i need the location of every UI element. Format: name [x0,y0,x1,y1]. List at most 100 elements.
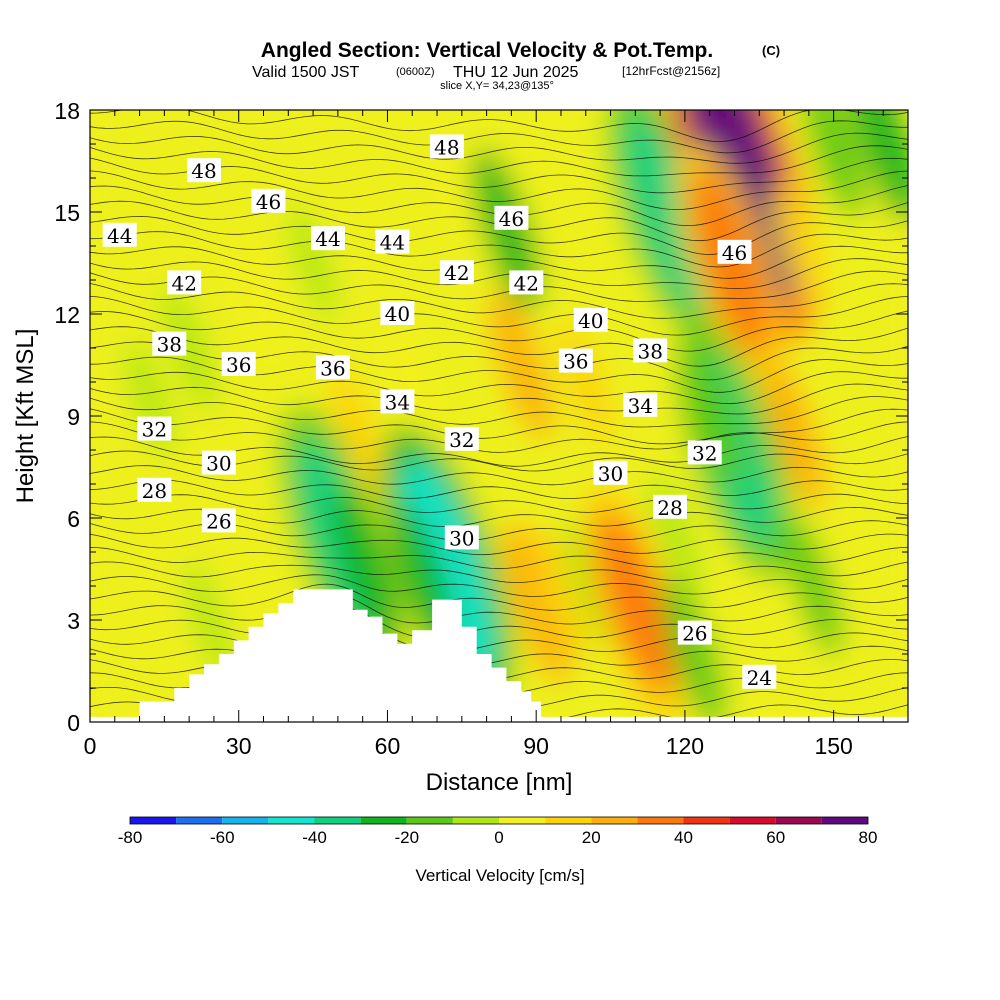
isentrope-line [90,583,908,611]
terrain [139,589,542,722]
velocity-cell [581,482,690,722]
colorbar-segment [821,817,868,824]
colorbar-tick-label: 40 [674,828,693,847]
contour-label-text: 44 [107,224,132,248]
colorbar-tick-label: 60 [766,828,785,847]
contour-label-text: 26 [206,509,231,533]
isentrope-line [90,606,908,639]
contour-label: 30 [444,525,479,550]
ground-strip [90,716,908,722]
contour-label: 38 [152,331,187,357]
colorbar-segment [729,817,776,824]
contour-label-text: 34 [385,390,410,414]
isentrope-line [90,120,908,154]
contour-label: 30 [201,450,236,476]
colorbar-segment [683,817,730,824]
velocity-cell [162,284,216,412]
isentrope-line [90,574,908,597]
contour-label: 36 [558,348,593,374]
y-axis-label: Height [Kft MSL] [12,329,39,504]
colorbar: -80 -60 -40 -20 0 20 40 60 80 [118,816,878,847]
isentrope-line [90,594,908,625]
contour-label-text: 32 [692,441,717,465]
isentrope-line [90,546,908,570]
contour-label-text: 32 [142,418,167,442]
x-tick-label: 120 [666,733,704,759]
colorbar-tick-label: 20 [582,828,601,847]
chart-title: Angled Section: Vertical Velocity & Pot.… [261,39,713,62]
contour-label-text: 36 [226,353,251,377]
colorbar-tick-label: -80 [118,828,143,847]
contour-label: 28 [653,494,687,520]
contour-label-text: 28 [657,496,682,520]
contour-label: 46 [717,239,752,265]
contour-label: 30 [593,460,628,486]
valid-date: THU 12 Jun 2025 [453,64,579,81]
contour-label: 26 [677,620,712,646]
contour-label-text: 48 [434,135,459,159]
isentrope-line [90,170,908,211]
plot-area: 48 48 46 46 46 44 44 44 42 42 42 40 40 38 38 36 36 36 34 34… [90,110,908,722]
contour-label-text: 30 [449,526,474,550]
isentrope-line [90,371,908,405]
contour-label-text: 44 [315,227,340,251]
velocity-cell [330,366,386,500]
isentrope-line [90,283,908,319]
contour-label: 28 [137,477,172,503]
colorbar-segment [176,817,223,824]
isentrope-line [90,310,908,352]
contour-label: 40 [573,307,608,333]
colorbar-segment [499,817,546,824]
velocity-cell [232,235,285,359]
colorbar-tick-label: -20 [394,828,419,847]
contour-label-text: 42 [444,261,469,285]
contour-label: 40 [380,301,415,326]
contour-label-text: 42 [514,271,539,295]
colorbar-segment [545,817,592,824]
contour-label: 26 [201,508,236,533]
contour-label: 42 [509,270,544,295]
velocity-cell [802,110,866,220]
contour-label-text: 46 [256,190,281,214]
contour-label: 44 [375,229,410,255]
slice-info: slice X,Y= 34,23@135° [440,80,554,92]
velocity-cell [762,357,826,509]
isentrope-line [90,383,908,415]
contour-label: 42 [167,270,202,295]
colorbar-segment [775,817,822,824]
y-tick-label: 6 [67,506,80,532]
contour-label-text: 28 [142,479,167,503]
colorbar-segment [452,817,499,824]
colorbar-segment [360,817,407,824]
contour-label: 42 [439,260,474,285]
velocity-cell [533,526,589,660]
colorbar-tick-label: -60 [210,828,235,847]
velocity-cell [382,426,512,712]
x-axis: 0 30 60 90 120 150 [84,110,909,759]
contour-label: 32 [137,416,172,442]
velocity-cell [333,487,402,651]
contour-label-text: 46 [499,207,524,231]
contour-labels: 48 48 46 46 46 44 44 44 42 42 42 40 40 38 38 36 36 36 34 34… [102,134,777,690]
isentrope-line [90,145,908,177]
colorbar-frame [129,816,869,825]
colorbar-segment [406,817,453,824]
y-tick-label: 3 [67,608,80,634]
isentrope-line [90,110,908,142]
velocity-cell [784,516,843,656]
valid-utc: (0600Z) [396,66,435,78]
isentrope-line [90,296,908,336]
colorbar-tick-label: 80 [859,828,878,847]
x-tick-label: 60 [375,733,401,759]
contour-label-text: 40 [578,309,603,333]
colorbar-segment [130,817,177,824]
colorbar-tick-label: -40 [302,828,327,847]
contour-label-text: 36 [563,350,588,374]
contour-label-text: 48 [191,159,216,183]
velocity-cell [772,182,826,310]
contour-label-text: 34 [628,394,653,418]
isentrope-line [90,231,908,268]
colorbar-tick-label: 0 [494,828,503,847]
x-tick-label: 90 [523,733,549,759]
